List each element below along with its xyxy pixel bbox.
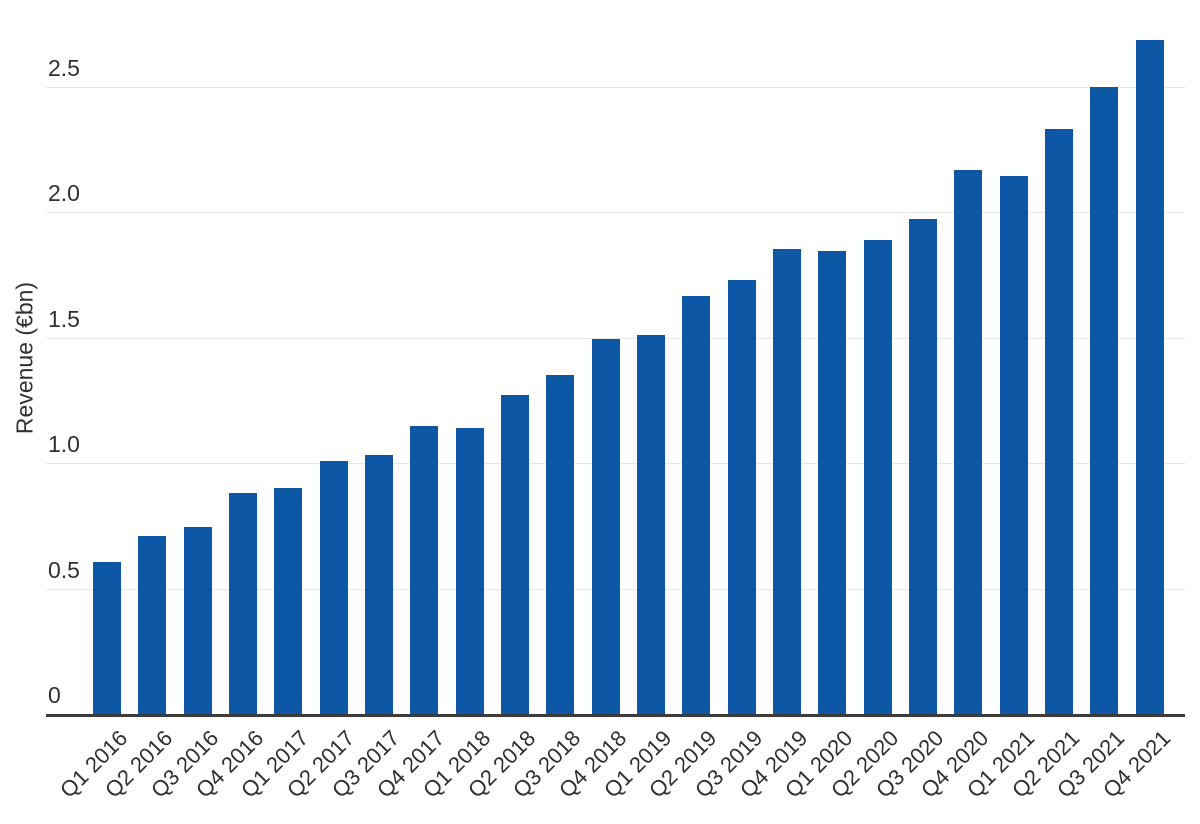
bar [637, 335, 665, 714]
gridline [46, 338, 1185, 339]
bar [1136, 40, 1164, 714]
bar [864, 240, 892, 714]
bar [410, 426, 438, 714]
gridline [46, 212, 1185, 213]
y-tick-label: 2.5 [48, 55, 80, 81]
y-axis-title: Revenue (€bn) [11, 281, 38, 435]
bar [184, 527, 212, 714]
gridline [46, 87, 1185, 88]
bar [682, 296, 710, 714]
bar [320, 461, 348, 714]
x-axis-line [46, 714, 1185, 717]
bar [456, 428, 484, 714]
y-tick-label: 1.5 [48, 306, 80, 332]
bar [728, 280, 756, 714]
bar [592, 339, 620, 714]
bar [138, 536, 166, 714]
bar [93, 562, 121, 714]
bar [546, 375, 574, 714]
bar [818, 251, 846, 714]
bar [954, 170, 982, 714]
bar [1045, 129, 1073, 714]
bar [1000, 176, 1028, 714]
y-tick-label: 1.0 [48, 431, 80, 457]
bar [1090, 87, 1118, 714]
bar [365, 455, 393, 714]
y-tick-label: 2.0 [48, 180, 80, 206]
bar [229, 493, 257, 714]
bar [909, 219, 937, 714]
bar [773, 249, 801, 714]
bar [274, 488, 302, 714]
y-tick-label: 0.5 [48, 557, 80, 583]
bar [501, 395, 529, 714]
y-tick-label: 0 [48, 682, 61, 708]
